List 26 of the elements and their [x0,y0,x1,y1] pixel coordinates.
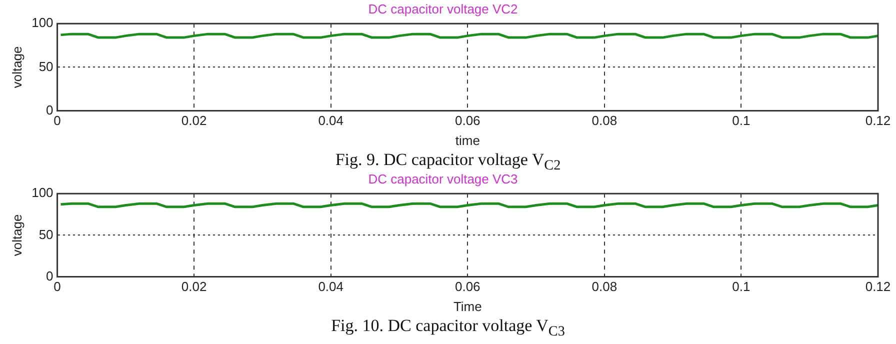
x-tick-label: 0.04 [318,279,344,294]
x-tick-label: 0.08 [592,113,618,128]
x-tick-label: 0.1 [732,279,750,294]
y-tick-label: 0 [46,102,54,118]
y-tick-label: 100 [32,185,54,200]
x-tick-label: 0.08 [592,279,618,294]
y-tick-label: 100 [32,15,54,30]
x-tick-label: 0.12 [865,279,891,294]
y-axis-title: voltage [9,214,24,256]
chart-title: DC capacitor voltage VC3 [368,171,518,186]
y-tick-label: 50 [38,58,54,74]
x-tick-label: 0.1 [732,113,750,128]
x-tick-label: 0.04 [318,113,344,128]
x-axis-title: Time [453,298,482,314]
caption: Fig. 10. DC capacitor voltage V$_{C3}$ [330,316,566,340]
x-tick-label: 0.12 [865,113,891,128]
caption: Fig. 9. DC capacitor voltage V$_{C2}$ [334,150,562,174]
x-tick-label: 0.02 [181,279,207,294]
y-axis-title: voltage [9,46,24,88]
x-axis-title: time [455,132,480,148]
chart-title: DC capacitor voltage VC2 [368,1,518,16]
y-tick-label: 0 [46,268,54,284]
y-tick-label: 50 [38,226,54,242]
x-tick-label: 0.06 [454,113,480,128]
x-tick-label: 0.02 [181,113,207,128]
x-tick-label: 0.06 [454,279,480,294]
